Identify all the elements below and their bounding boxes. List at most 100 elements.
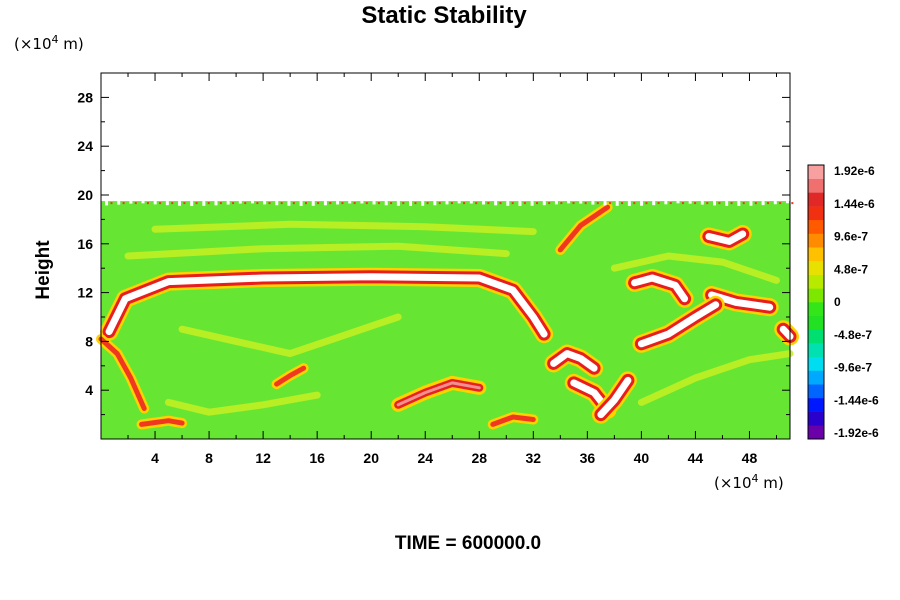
x-tick-label: 4 bbox=[151, 450, 159, 466]
x-tick: 32 bbox=[526, 73, 542, 466]
y-tick-label: 4 bbox=[85, 382, 93, 398]
y-tick-label: 20 bbox=[77, 187, 93, 203]
y-tick: 16 bbox=[77, 236, 790, 252]
feature-lower-filament-30 bbox=[487, 412, 539, 430]
y-tick-label: 24 bbox=[77, 138, 93, 154]
y-tick: 12 bbox=[77, 285, 790, 301]
colorbar-swatch bbox=[808, 274, 824, 289]
colorbar-swatch bbox=[808, 219, 824, 234]
colorbar-swatch bbox=[808, 329, 824, 344]
feature-mid-filament-14 bbox=[271, 363, 309, 390]
colorbar: 1.92e-6 1.44e-6 9.6e-7 4.8e-7 0 -4.8e-7 -9.6e-… bbox=[807, 164, 879, 440]
x-tick: 8 bbox=[205, 73, 213, 466]
y-unit-label: (×104 m) bbox=[14, 33, 84, 53]
x-tick: 24 bbox=[417, 73, 433, 466]
feature-right-blob-40 bbox=[625, 269, 694, 308]
x-tick-label: 28 bbox=[471, 450, 487, 466]
y-tick: 24 bbox=[77, 138, 790, 154]
x-tick: 36 bbox=[580, 73, 596, 466]
colorbar-swatch bbox=[808, 302, 824, 316]
x-tick-label: 36 bbox=[580, 450, 596, 466]
svg-text:(×104 m): (×104 m) bbox=[14, 33, 84, 53]
x-unit-label: (×104 m) bbox=[714, 472, 784, 492]
colorbar-swatch bbox=[808, 260, 824, 275]
x-tick: 48 bbox=[742, 73, 758, 466]
x-tick: 16 bbox=[309, 73, 325, 466]
colorbar-swatch bbox=[808, 247, 824, 262]
svg-text:(×104 m): (×104 m) bbox=[714, 472, 784, 492]
feature-upper-left-descent bbox=[96, 334, 150, 414]
feature-lower-right-39 bbox=[591, 371, 637, 424]
colorbar-swatch bbox=[808, 178, 824, 193]
y-tick-label: 16 bbox=[77, 236, 93, 252]
y-tick-label: 12 bbox=[77, 285, 93, 301]
feature-right-blob-45 bbox=[699, 225, 752, 251]
feature-lower-filament-24 bbox=[391, 375, 487, 412]
feature-upper-band-yellow bbox=[124, 242, 510, 260]
colorbar-label: 0 bbox=[834, 295, 841, 309]
y-tick-label: 8 bbox=[85, 333, 93, 349]
y-tick: 28 bbox=[77, 89, 790, 105]
feature-right-halo bbox=[637, 350, 794, 406]
x-axis: 4 8 12 16 20 24 28 32 36 40 44 48 bbox=[127, 73, 777, 466]
feature-main-band bbox=[100, 267, 554, 344]
colorbar-labels: 1.92e-6 1.44e-6 9.6e-7 4.8e-7 0 -4.8e-7 -9.6e-… bbox=[834, 164, 879, 440]
field-top-edge bbox=[105, 201, 794, 206]
colorbar-swatch bbox=[808, 206, 824, 221]
colorbar-swatch bbox=[808, 288, 824, 303]
x-tick-label: 20 bbox=[363, 450, 379, 466]
colorbar-swatch bbox=[808, 165, 824, 179]
colorbar-label: 9.6e-7 bbox=[834, 230, 868, 244]
plot-frame bbox=[100, 72, 791, 440]
colorbar-swatch bbox=[808, 315, 824, 330]
colorbar-label: -1.44e-6 bbox=[834, 393, 879, 407]
colorbar-label: -1.92e-6 bbox=[834, 426, 879, 440]
colorbar-swatches bbox=[808, 165, 824, 440]
colorbar-label: 4.8e-7 bbox=[834, 262, 868, 276]
feature-left-low-filament bbox=[136, 415, 188, 430]
feature-right-tail-50 bbox=[774, 320, 799, 346]
x-tick: 44 bbox=[688, 73, 704, 466]
x-tick: 4 bbox=[151, 73, 159, 466]
x-tick: 40 bbox=[634, 73, 650, 466]
x-tick-label: 16 bbox=[309, 450, 325, 466]
field-features bbox=[96, 201, 799, 430]
colorbar-swatch bbox=[808, 192, 824, 207]
time-label: TIME = 600000.0 bbox=[395, 533, 541, 554]
x-tick-label: 12 bbox=[255, 450, 271, 466]
x-tick-label: 44 bbox=[688, 450, 704, 466]
y-tick: 20 bbox=[77, 187, 790, 203]
feature-low-swirl bbox=[165, 391, 321, 416]
colorbar-label: 1.44e-6 bbox=[834, 197, 875, 211]
feature-upper-band-yellow-2 bbox=[151, 220, 537, 236]
y-axis: 4 8 12 16 20 24 28 bbox=[77, 89, 790, 416]
colorbar-swatch bbox=[808, 384, 824, 399]
colorbar-swatch bbox=[808, 233, 824, 248]
colorbar-swatch bbox=[808, 343, 824, 358]
x-tick: 28 bbox=[471, 73, 487, 466]
colorbar-swatch bbox=[808, 397, 824, 412]
x-tick-label: 40 bbox=[634, 450, 650, 466]
colorbar-label: 1.92e-6 bbox=[834, 164, 875, 178]
x-tick-label: 24 bbox=[417, 450, 433, 466]
colorbar-swatch bbox=[808, 425, 824, 440]
x-tick-label: 48 bbox=[742, 450, 758, 466]
feature-right-halo-2 bbox=[610, 252, 780, 284]
chart-title: Static Stability bbox=[361, 2, 527, 29]
feature-mid-swirl-left bbox=[178, 313, 402, 358]
colorbar-label: -9.6e-7 bbox=[834, 361, 872, 375]
colorbar-swatch bbox=[808, 356, 824, 371]
x-tick-label: 32 bbox=[526, 450, 542, 466]
x-tick: 12 bbox=[255, 73, 271, 466]
feature-right-lower-streak bbox=[632, 295, 725, 353]
y-tick: 8 bbox=[85, 333, 790, 349]
colorbar-swatch bbox=[808, 370, 824, 385]
y-tick-label: 28 bbox=[77, 89, 93, 105]
colorbar-label: -4.8e-7 bbox=[834, 328, 872, 342]
colorbar-frame bbox=[807, 164, 825, 440]
y-axis-label: Height bbox=[33, 240, 54, 300]
y-tick: 4 bbox=[85, 382, 790, 398]
x-tick: 20 bbox=[363, 73, 379, 466]
